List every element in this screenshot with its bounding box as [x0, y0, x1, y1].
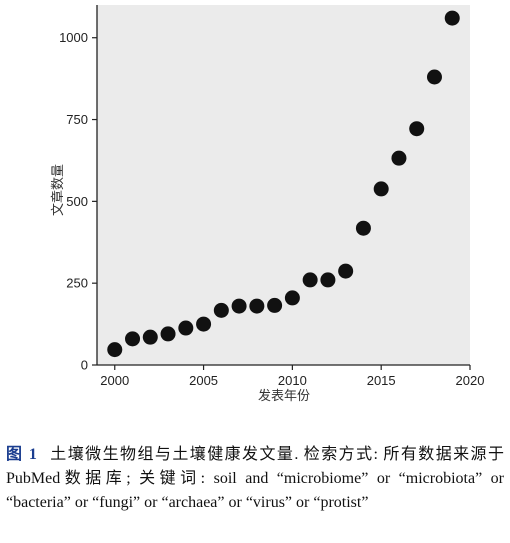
data-point: [249, 298, 265, 314]
x-tick-label: 2005: [189, 373, 218, 388]
plot-background: [97, 5, 470, 365]
data-point: [213, 302, 229, 318]
y-tick-label: 0: [81, 358, 88, 373]
y-tick-label: 750: [66, 112, 88, 127]
data-point: [338, 263, 354, 279]
data-point: [409, 121, 425, 137]
axes: 0 250 500 750 1000 2000 2005 2010 2015 2020: [59, 5, 484, 388]
figure-number: 图 1: [6, 446, 37, 463]
data-point: [444, 10, 460, 26]
x-tick-label: 2010: [278, 373, 307, 388]
data-point: [267, 297, 283, 313]
data-point: [107, 342, 123, 358]
data-point: [373, 181, 389, 197]
data-point: [160, 326, 176, 342]
data-point: [125, 331, 141, 347]
data-point: [391, 150, 407, 166]
x-tick-label: 2000: [100, 373, 129, 388]
data-points: [107, 10, 460, 358]
y-axis-title: 文章数量: [50, 164, 66, 216]
data-point: [302, 272, 318, 288]
data-point: [142, 329, 158, 345]
data-point: [231, 298, 247, 314]
data-point: [284, 290, 300, 306]
x-axis-title: 发表年份: [258, 388, 310, 404]
data-point: [320, 272, 336, 288]
data-point: [196, 316, 212, 332]
y-tick-label: 500: [66, 194, 88, 209]
caption-text: 土壤微生物组与土壤健康发文量. 检索方式: 所有数据来源于PubMed数据库; …: [6, 446, 504, 511]
x-tick-label: 2015: [367, 373, 396, 388]
figure-caption: 图 1 土壤微生物组与土壤健康发文量. 检索方式: 所有数据来源于PubMed数据…: [6, 443, 504, 515]
x-tick-label: 2020: [456, 373, 485, 388]
y-tick-label: 1000: [59, 30, 88, 45]
data-point: [178, 320, 194, 336]
data-point: [355, 220, 371, 236]
y-tick-label: 250: [66, 276, 88, 291]
chart-figure: 0 250 500 750 1000 2000 2005 2010 2015 2020 文章数量 …: [50, 5, 484, 404]
data-point: [426, 69, 442, 85]
